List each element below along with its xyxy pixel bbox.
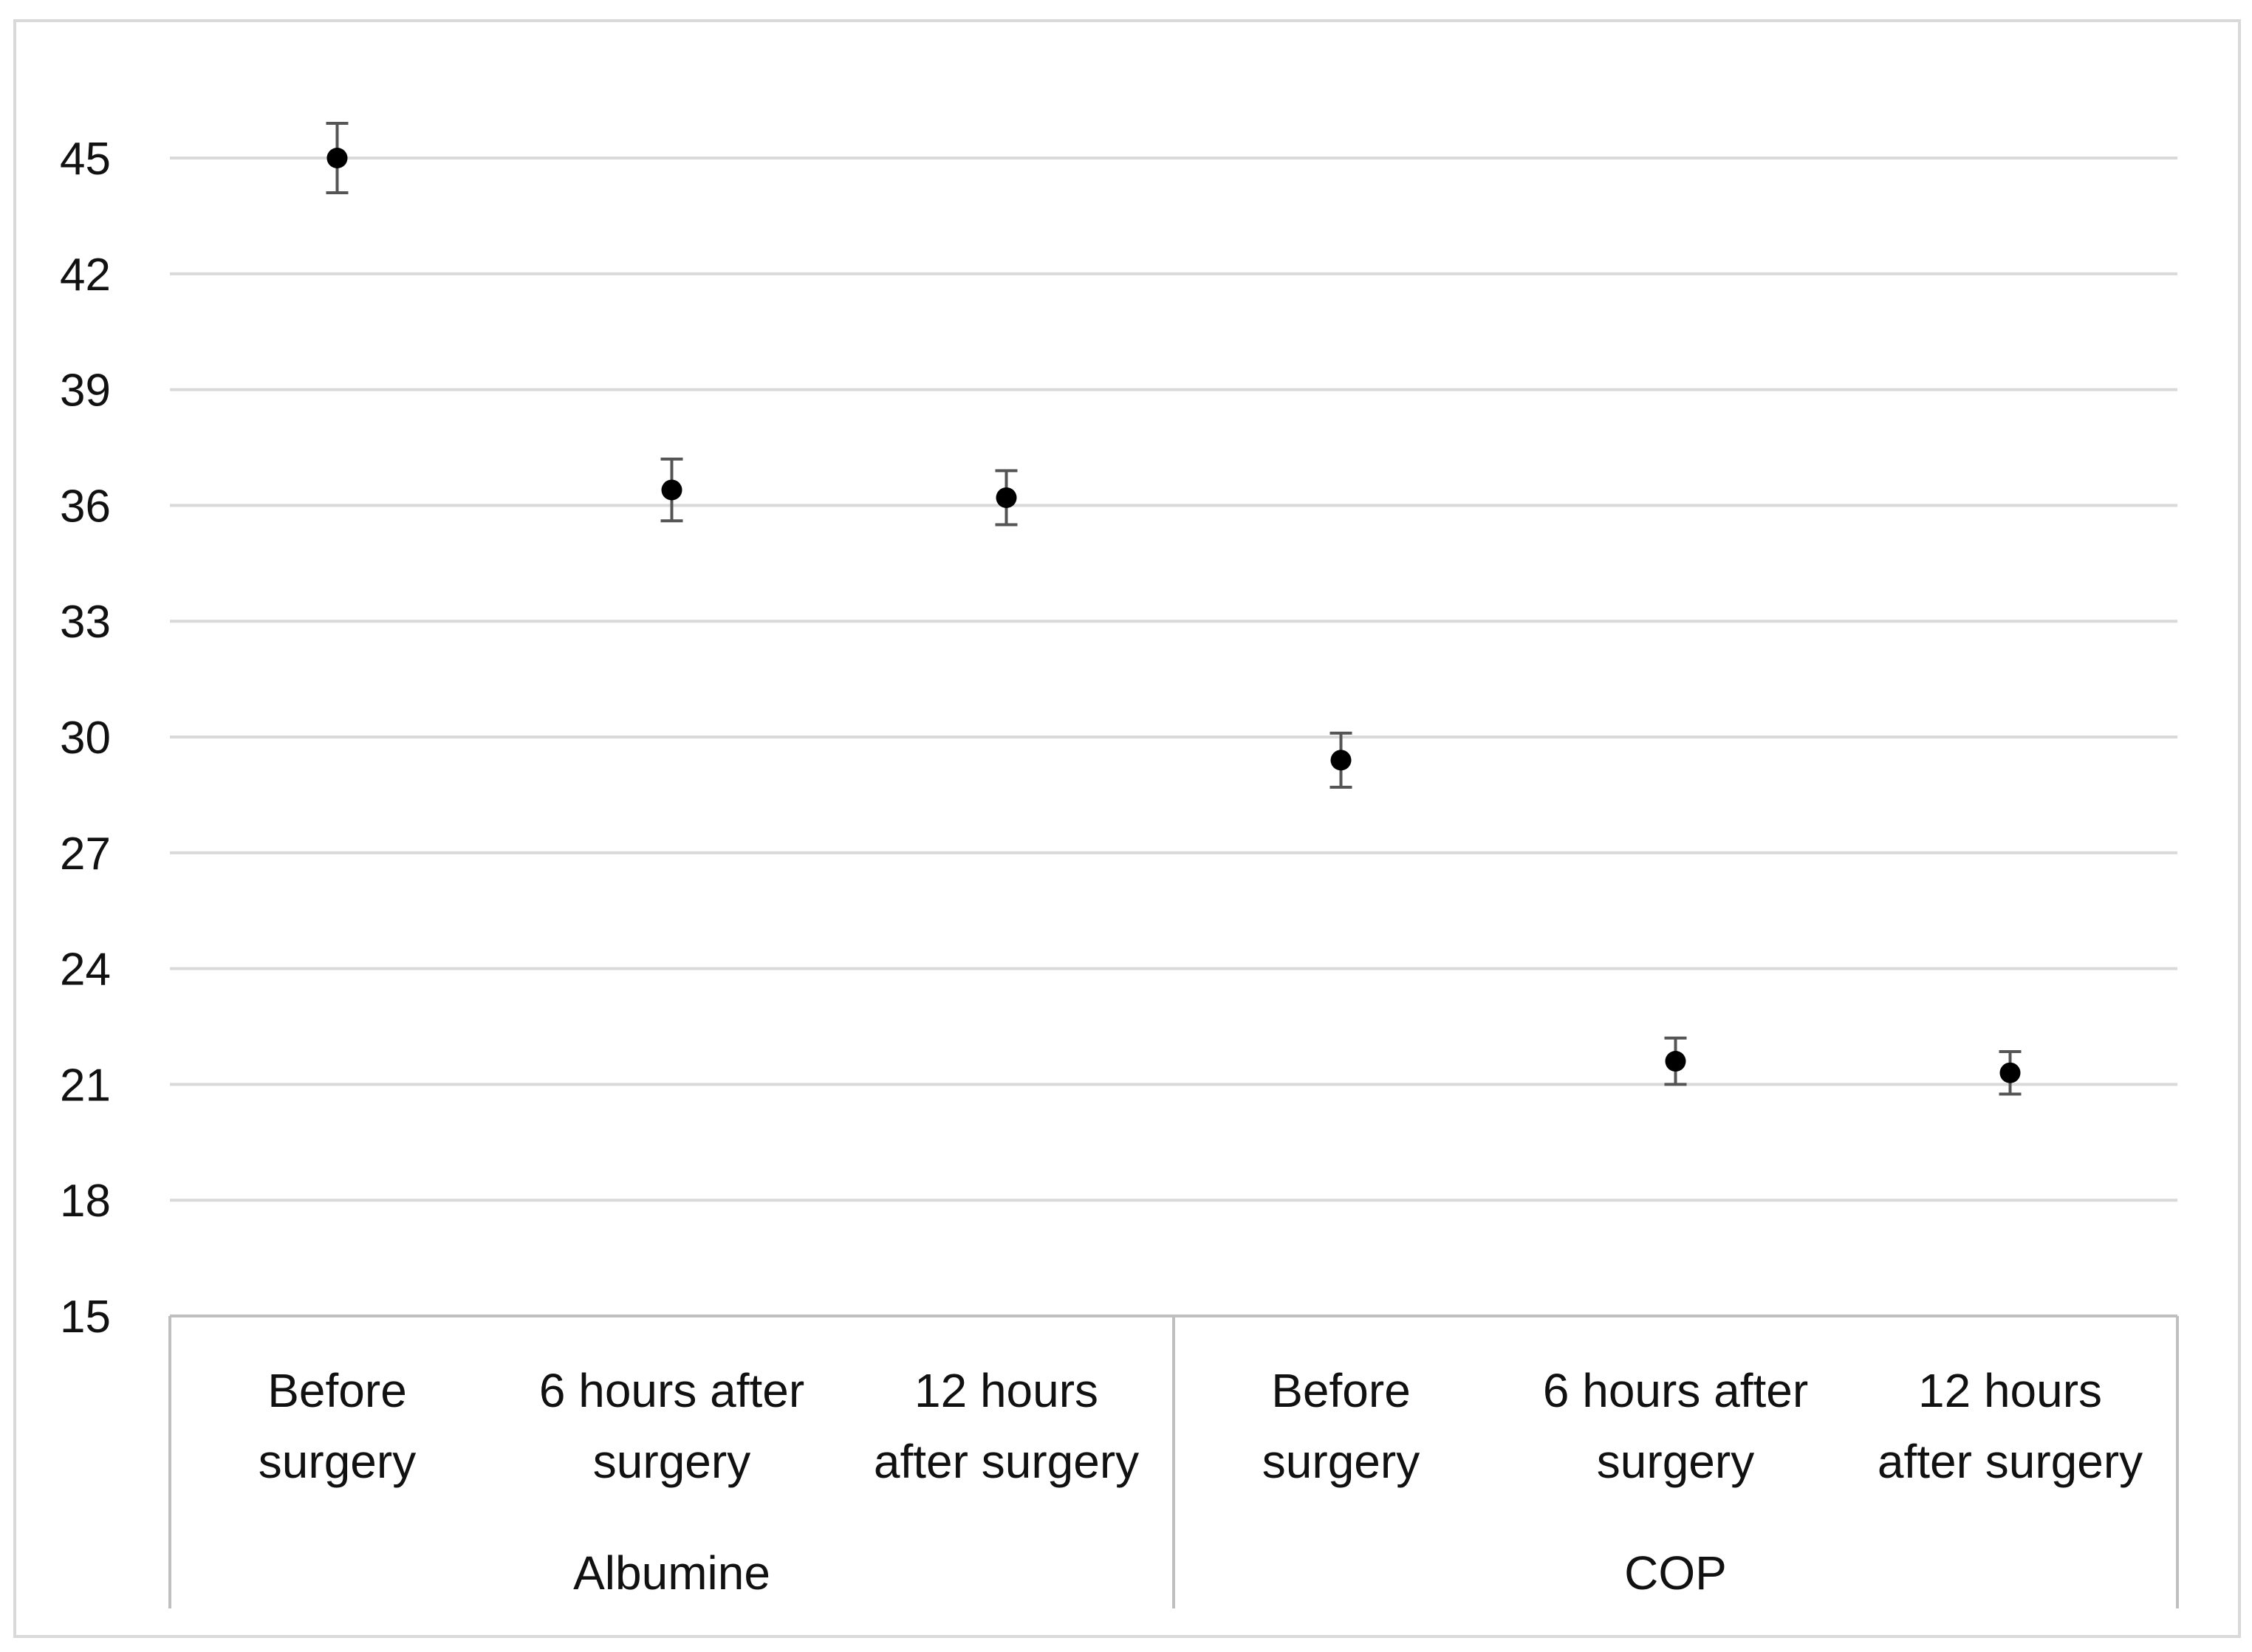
y-tick-label: 45 (60, 134, 111, 185)
data-point (1330, 750, 1352, 771)
category-labels: Before surgery 6 hours after surgery 12 hour… (259, 1364, 2143, 1488)
group-label: COP (1624, 1546, 1727, 1600)
data-point (326, 148, 348, 168)
category-label: 6 hours after surgery (539, 1364, 804, 1488)
data-point (1999, 1062, 2021, 1083)
data-point (661, 479, 682, 501)
category-label: Before surgery (1262, 1364, 1420, 1488)
y-tick-label: 39 (60, 366, 111, 417)
gridlines (170, 157, 2177, 1202)
y-tick-label: 15 (60, 1292, 111, 1343)
data-point (1665, 1051, 1686, 1072)
y-tick-label: 24 (60, 945, 111, 995)
category-label: 12 hours after surgery (874, 1364, 1139, 1488)
category-axis (168, 1315, 2179, 1608)
y-tick-label: 36 (60, 481, 111, 532)
y-tick-label: 33 (60, 597, 111, 648)
y-tick-label: 42 (60, 250, 111, 301)
data-point (996, 487, 1017, 508)
category-label: Before surgery (259, 1364, 416, 1488)
chart-frame (13, 19, 2241, 1638)
y-tick-label: 18 (60, 1176, 111, 1227)
y-tick-label: 30 (60, 713, 111, 764)
data-points (326, 148, 2021, 1083)
category-label: 6 hours after surgery (1543, 1364, 1808, 1488)
y-axis-tick-labels: 15 18 21 24 27 30 33 36 39 42 45 (60, 134, 111, 1343)
group-labels: Albumine COP (573, 1546, 1727, 1600)
y-tick-label: 27 (60, 829, 111, 880)
group-label: Albumine (573, 1546, 770, 1600)
y-tick-label: 21 (60, 1060, 111, 1111)
category-label: 12 hours after surgery (1878, 1364, 2143, 1488)
